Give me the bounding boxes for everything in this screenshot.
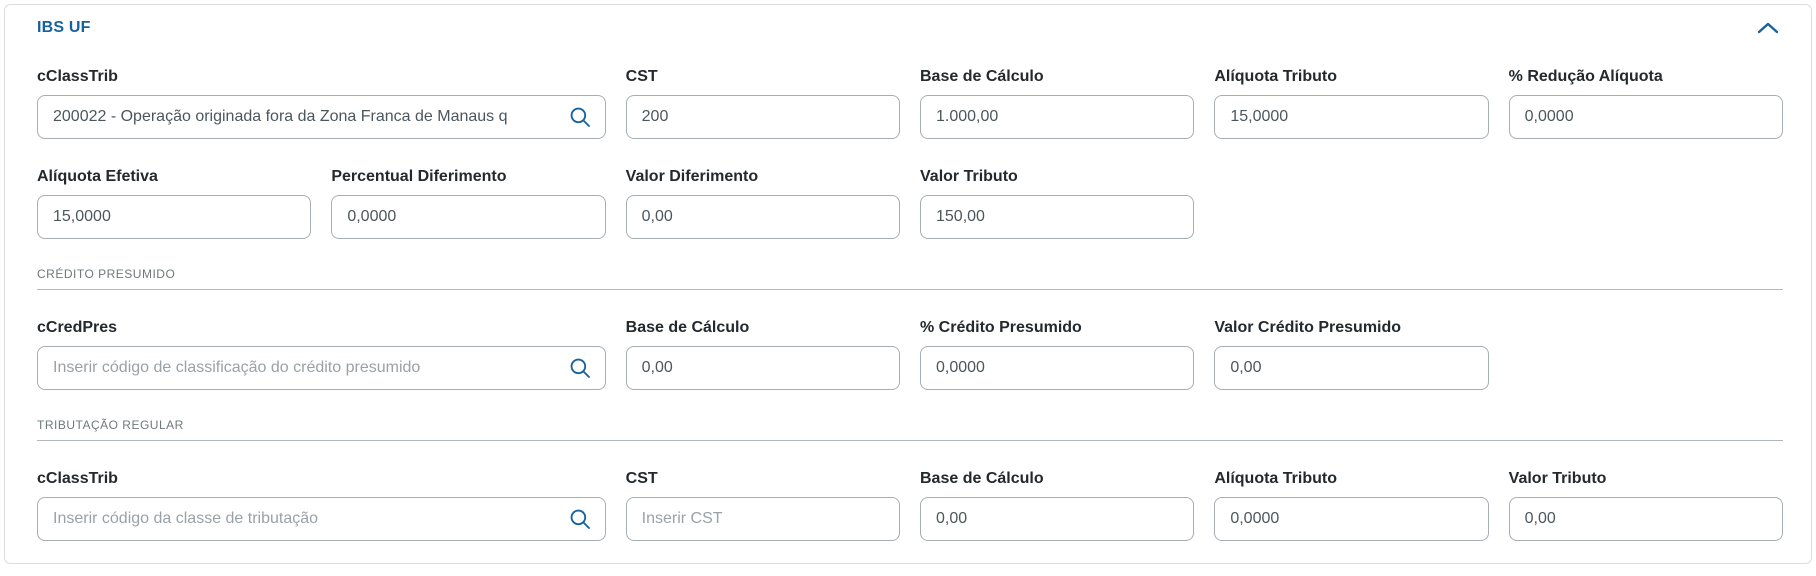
aliquota-efetiva-input[interactable] (37, 195, 312, 239)
field-base-calculo-tr: Base de Cálculo (920, 470, 1195, 541)
section-credito-presumido-title: CRÉDITO PRESUMIDO (37, 267, 176, 281)
valor-tributo-label: Valor Tributo (920, 168, 1018, 185)
base-calculo-tr-input[interactable] (920, 497, 1195, 541)
cst-input[interactable] (625, 95, 900, 139)
reducao-aliquota-input[interactable] (1508, 95, 1783, 139)
field-cst: CST (625, 68, 900, 139)
valor-credito-presumido-input[interactable] (1214, 346, 1489, 390)
field-aliquota-tributo: Alíquota Tributo (1214, 68, 1489, 139)
search-icon[interactable] (567, 355, 593, 381)
valor-tributo-input[interactable] (920, 195, 1195, 239)
base-calculo-cp-label: Base de Cálculo (625, 319, 750, 336)
percentual-diferimento-label: Percentual Diferimento (331, 168, 507, 185)
base-calculo-label: Base de Cálculo (920, 68, 1044, 85)
field-valor-diferimento: Valor Diferimento (625, 168, 900, 239)
field-pct-credito-presumido: % Crédito Presumido (920, 319, 1195, 390)
section-credito-presumido: CRÉDITO PRESUMIDO (37, 267, 1783, 290)
section-divider (37, 440, 1783, 441)
aliquota-tributo-label: Alíquota Tributo (1214, 68, 1337, 85)
valor-tributo-tr-input[interactable] (1508, 497, 1783, 541)
base-calculo-tr-label: Base de Cálculo (920, 470, 1044, 487)
field-valor-credito-presumido: Valor Crédito Presumido (1214, 319, 1489, 390)
field-aliquota-efetiva: Alíquota Efetiva (37, 168, 312, 239)
valor-diferimento-input[interactable] (625, 195, 900, 239)
valor-tributo-tr-label: Valor Tributo (1508, 470, 1607, 487)
percentual-diferimento-input[interactable] (331, 195, 606, 239)
section-tributacao-regular-title: TRIBUTAÇÃO REGULAR (37, 418, 184, 432)
form-row: cClassTrib CST Base de Cálculo Alíquota … (37, 68, 1783, 139)
form-row: cClassTrib CST Base de Cálculo Alíquota … (37, 470, 1783, 541)
cclasstrib-input[interactable] (37, 95, 606, 139)
cst-tr-label: CST (625, 470, 658, 487)
search-icon[interactable] (567, 506, 593, 532)
ccredpres-label: cCredPres (37, 319, 118, 336)
pct-credito-presumido-label: % Crédito Presumido (920, 319, 1082, 336)
base-calculo-input[interactable] (920, 95, 1195, 139)
valor-diferimento-label: Valor Diferimento (625, 168, 759, 185)
ibs-uf-panel: IBS UF cClassTrib CST Base de Cálculo (4, 4, 1812, 564)
field-reducao-aliquota: % Redução Alíquota (1508, 68, 1783, 139)
field-cclasstrib-tr: cClassTrib (37, 470, 606, 541)
aliquota-tributo-tr-input[interactable] (1214, 497, 1489, 541)
field-ccredpres: cCredPres (37, 319, 606, 390)
panel-header: IBS UF (37, 17, 1783, 39)
cst-label: CST (625, 68, 658, 85)
field-valor-tributo-tr: Valor Tributo (1508, 470, 1783, 541)
aliquota-tributo-tr-label: Alíquota Tributo (1214, 470, 1337, 487)
field-base-calculo: Base de Cálculo (920, 68, 1195, 139)
field-percentual-diferimento: Percentual Diferimento (331, 168, 606, 239)
ccredpres-input[interactable] (37, 346, 606, 390)
chevron-up-icon (1757, 22, 1779, 37)
form-row: Alíquota Efetiva Percentual Diferimento … (37, 168, 1783, 239)
cclasstrib-label: cClassTrib (37, 68, 118, 85)
field-base-calculo-cp: Base de Cálculo (625, 319, 900, 390)
cclasstrib-tr-label: cClassTrib (37, 470, 118, 487)
panel-title: IBS UF (37, 19, 91, 36)
cclasstrib-tr-input[interactable] (37, 497, 606, 541)
collapse-button[interactable] (1753, 20, 1783, 36)
form-row: cCredPres Base de Cálculo % Crédito Pres… (37, 319, 1783, 390)
valor-credito-presumido-label: Valor Crédito Presumido (1214, 319, 1402, 336)
reducao-aliquota-label: % Redução Alíquota (1508, 68, 1663, 85)
cst-tr-input[interactable] (625, 497, 900, 541)
aliquota-tributo-input[interactable] (1214, 95, 1489, 139)
pct-credito-presumido-input[interactable] (920, 346, 1195, 390)
field-cclasstrib: cClassTrib (37, 68, 606, 139)
search-icon[interactable] (567, 104, 593, 130)
field-aliquota-tributo-tr: Alíquota Tributo (1214, 470, 1489, 541)
field-cst-tr: CST (625, 470, 900, 541)
section-divider (37, 289, 1783, 290)
aliquota-efetiva-label: Alíquota Efetiva (37, 168, 158, 185)
section-tributacao-regular: TRIBUTAÇÃO REGULAR (37, 418, 1783, 441)
base-calculo-cp-input[interactable] (625, 346, 900, 390)
field-valor-tributo: Valor Tributo (920, 168, 1195, 239)
